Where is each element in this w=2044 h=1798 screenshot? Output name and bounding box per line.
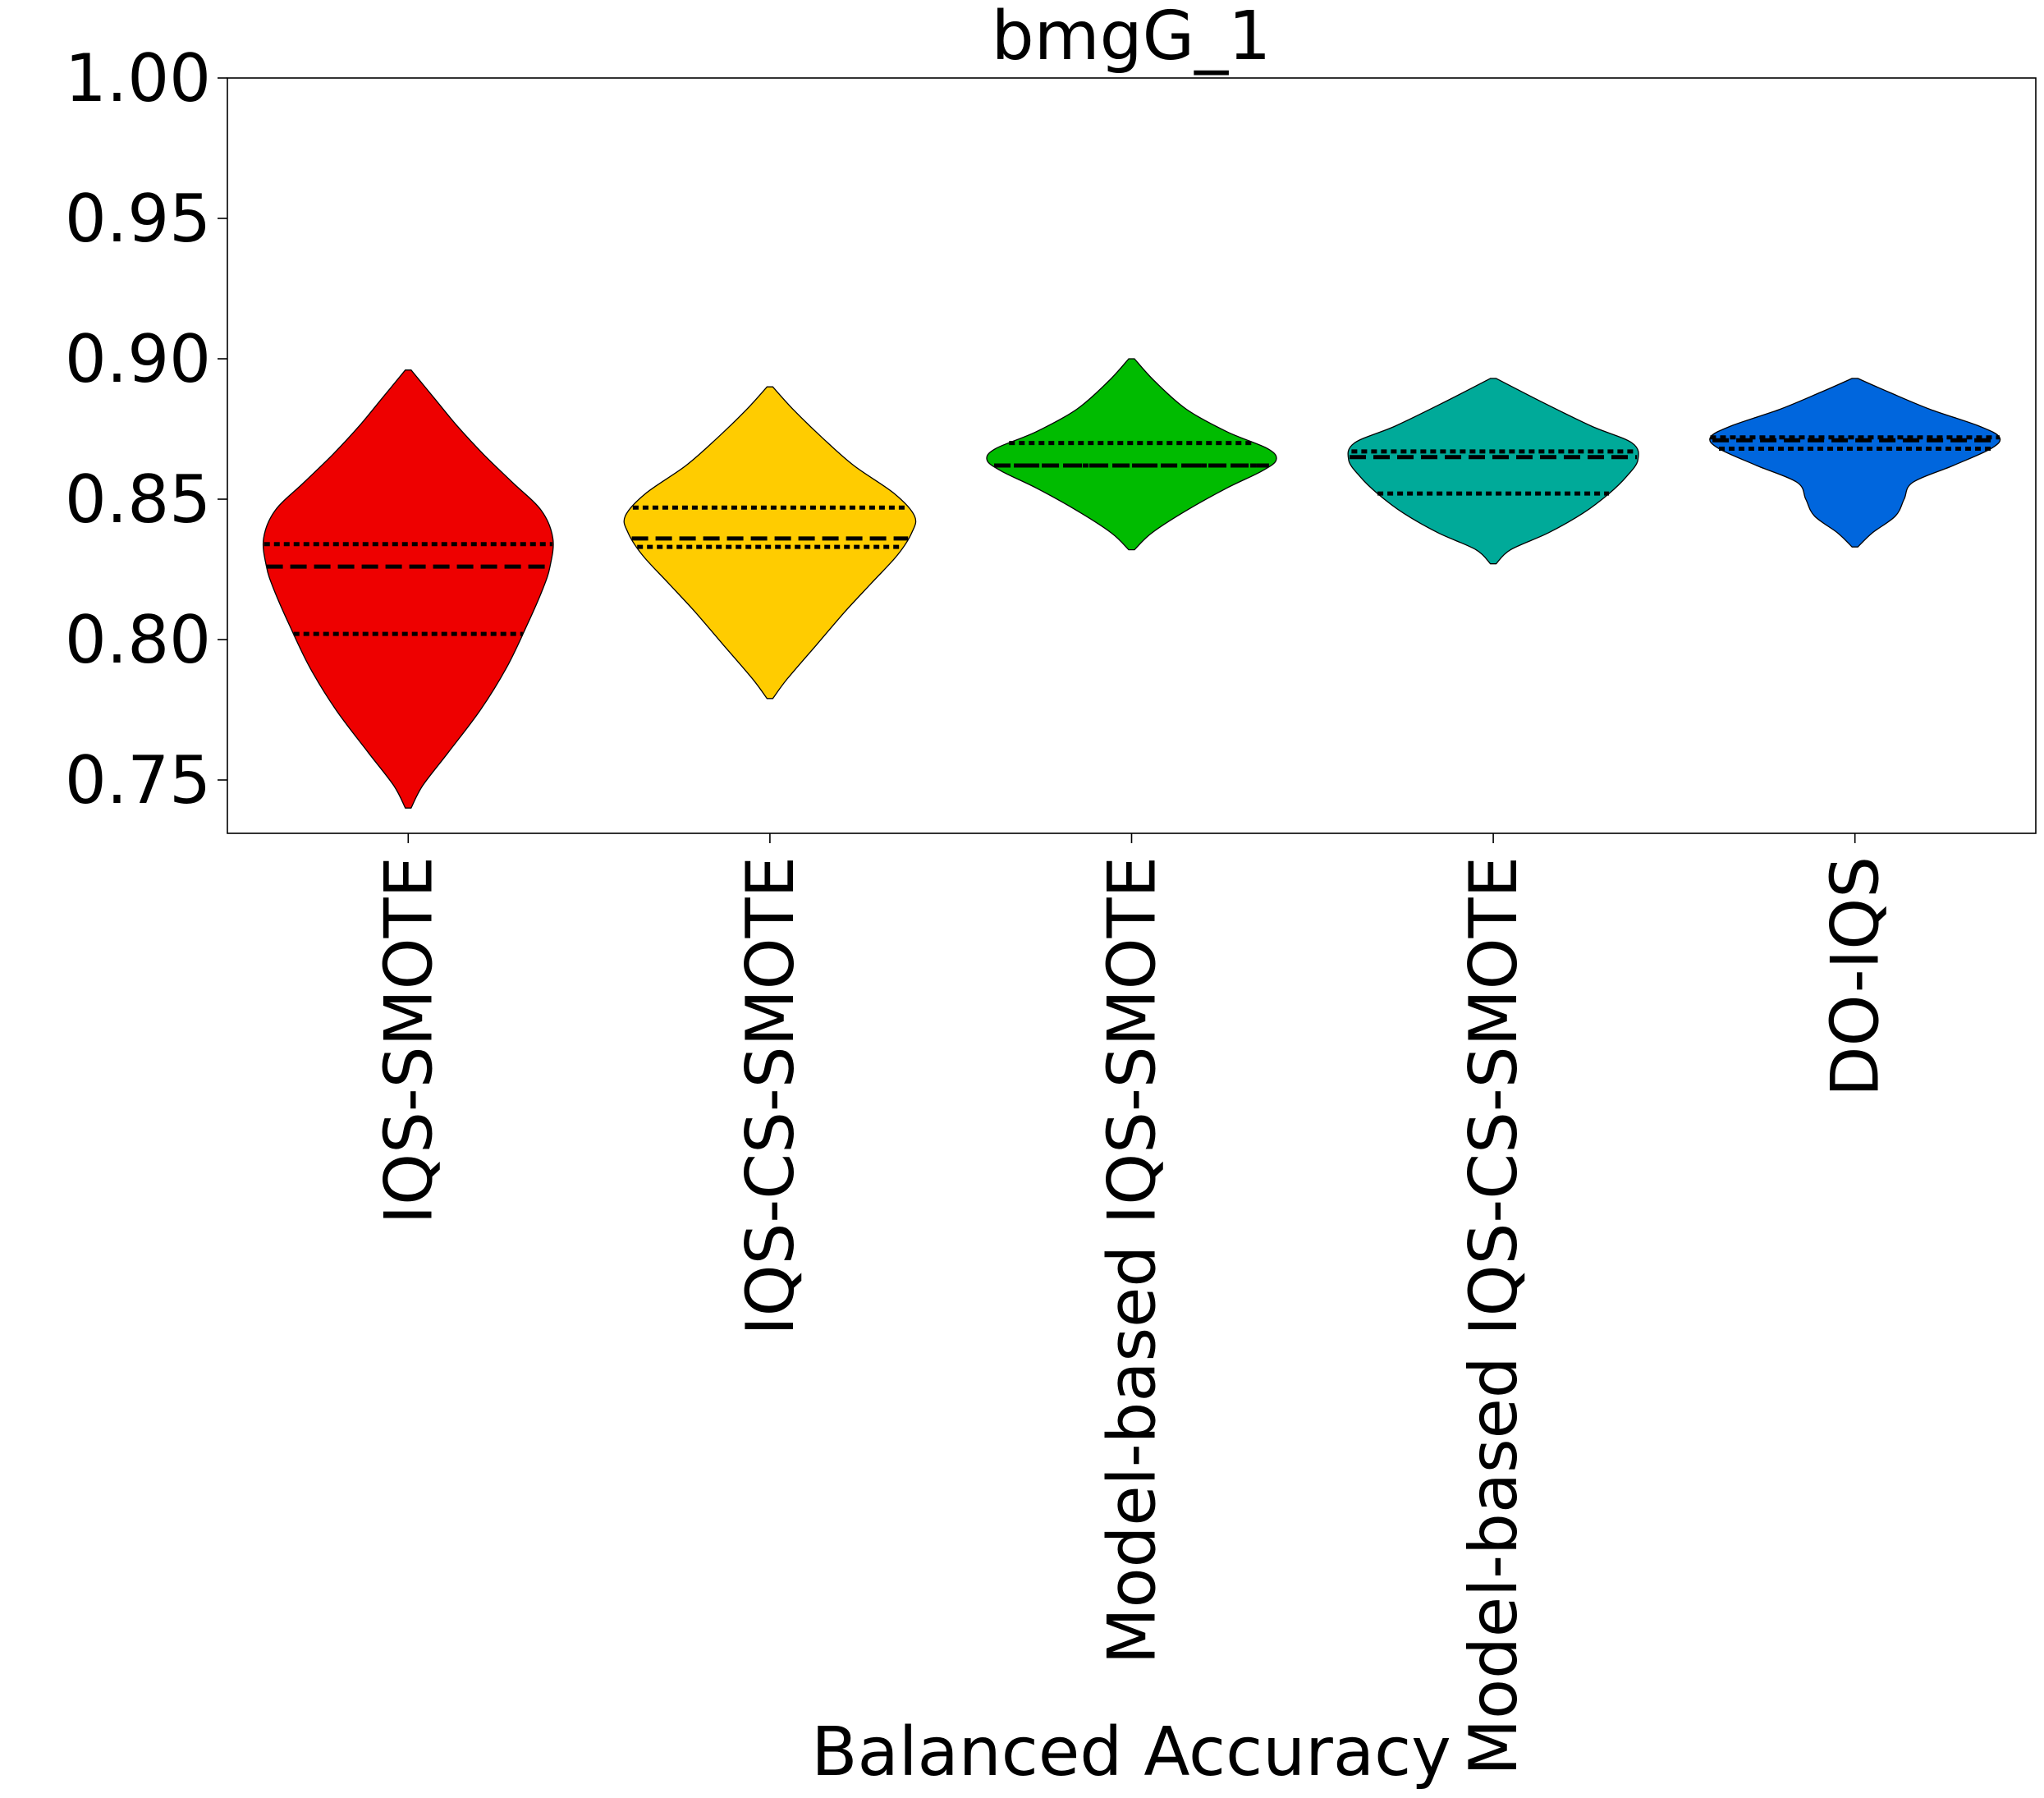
- quartile-lines-group: [264, 435, 2000, 636]
- plot-frame: [227, 77, 2037, 834]
- violin-body: [262, 369, 554, 809]
- x-axis: IQS-SMOTE IQS-CS-SMOTE Model-based IQS-SMO…: [370, 833, 1894, 1776]
- violin-body: [986, 358, 1277, 551]
- y-tick-label: 0.80: [65, 602, 211, 678]
- x-axis-label: Balanced Accuracy: [811, 1713, 1451, 1791]
- y-tick-label: 0.85: [65, 461, 211, 538]
- y-tick-label: 0.95: [65, 181, 211, 257]
- x-tick-label: IQS-CS-SMOTE: [732, 856, 809, 1336]
- chart-title: bmgG_1: [992, 0, 1272, 76]
- x-tick-label: Model-based IQS-SMOTE: [1094, 856, 1171, 1664]
- y-axis: 0.75 0.80 0.85 0.90 0.95 1.00: [65, 40, 227, 819]
- y-tick-label: 0.90: [65, 321, 211, 397]
- x-tick-label: Model-based IQS-CS-SMOTE: [1455, 856, 1532, 1776]
- x-tick-label: IQS-SMOTE: [370, 856, 447, 1224]
- y-tick-label: 1.00: [65, 40, 211, 117]
- violins-group: [262, 358, 2001, 809]
- x-tick-label: DO-IQS: [1817, 856, 1894, 1097]
- violin-body: [623, 386, 917, 699]
- violin-body: [1709, 378, 2001, 548]
- violin-body: [1347, 378, 1639, 565]
- y-tick-label: 0.75: [65, 742, 211, 819]
